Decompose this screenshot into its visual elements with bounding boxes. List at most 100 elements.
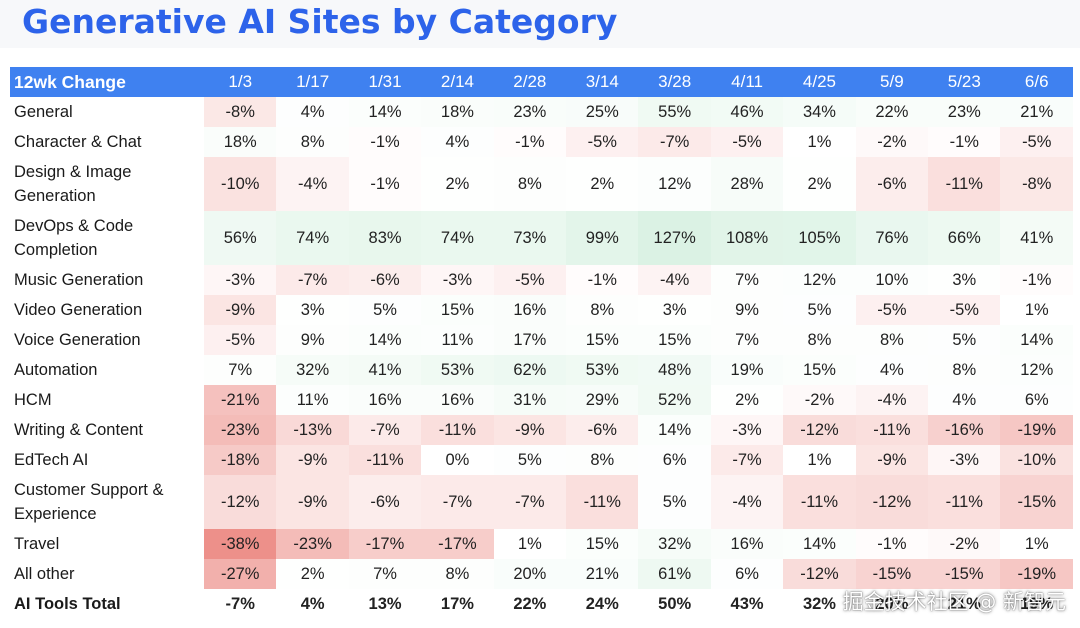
heatmap-cell: -1% bbox=[587, 270, 617, 289]
heatmap-cell: -15% bbox=[928, 559, 1001, 589]
heatmap-row: HCM -21% 11% 16% 16% 31% 29% 52% 2% -2% -4% 4% 6% bbox=[10, 385, 1073, 415]
heatmap-cell: 19% bbox=[1000, 589, 1073, 619]
heatmap-cell: -5% bbox=[204, 325, 277, 355]
heatmap-row: Video Generation -9% 3% 5% 15% 16% 8% 3% 9% 5% -5%… bbox=[10, 295, 1073, 325]
heatmap-cell: 11% bbox=[296, 390, 329, 409]
heatmap-cell: 127% bbox=[638, 211, 711, 265]
heatmap-cell: -3% bbox=[421, 265, 494, 295]
heatmap-cell: -1% bbox=[370, 132, 400, 151]
heatmap-cell: -7% bbox=[638, 127, 711, 157]
row-label: EdTech AI bbox=[14, 451, 89, 469]
heatmap-row: Voice Generation -5% 9% 14% 11% 17% 15% 15% 7% 8%… bbox=[10, 325, 1073, 355]
heatmap-cell: 23% bbox=[928, 97, 1000, 127]
heatmap-cell: 3% bbox=[662, 300, 687, 319]
heatmap-cell: 62% bbox=[493, 355, 567, 385]
heatmap-body: General -8% 4% 14% 18% 23% 25% 55% 46% 34% 22% 23% 2… bbox=[10, 97, 1073, 619]
heatmap-cell: 2% bbox=[300, 564, 325, 583]
heatmap-cell: -4% bbox=[638, 265, 711, 295]
heatmap-cell: -27% bbox=[204, 559, 277, 589]
heatmap-cell: 4% bbox=[300, 102, 325, 121]
heatmap-cell: -9% bbox=[493, 415, 567, 445]
heatmap-cell: 74% bbox=[421, 211, 494, 265]
heatmap-row: DevOps & Code Completion 56% 74% 83% 74% 73% 9… bbox=[10, 211, 1073, 265]
heatmap-cell: 83% bbox=[348, 211, 422, 265]
heatmap-cell: -1% bbox=[949, 132, 979, 151]
heatmap-cell: -38% bbox=[204, 529, 277, 559]
heatmap-cell: 23% bbox=[494, 97, 566, 127]
heatmap-cell: 41% bbox=[348, 355, 422, 385]
heatmap-cell: -13% bbox=[276, 415, 349, 445]
heatmap-cell: 4% bbox=[276, 589, 349, 619]
heatmap-cell: 29% bbox=[566, 385, 639, 415]
heatmap-cell: 53% bbox=[421, 355, 494, 385]
row-label: DevOps & Code Completion bbox=[14, 217, 134, 259]
heatmap-cell: 8% bbox=[517, 174, 542, 193]
heatmap-cell: 16% bbox=[421, 385, 493, 415]
heatmap-cell: -19% bbox=[1000, 415, 1073, 445]
heatmap-cell: -11% bbox=[783, 475, 856, 529]
heatmap-cell: 8% bbox=[590, 450, 615, 469]
heatmap-cell: 56% bbox=[204, 211, 277, 265]
heatmap-cell: -11% bbox=[348, 445, 422, 475]
heatmap-cell: -5% bbox=[493, 265, 567, 295]
heatmap-cell: -9% bbox=[276, 445, 349, 475]
heatmap-cell: 8% bbox=[590, 300, 615, 319]
heatmap-cell: -17% bbox=[348, 529, 422, 559]
heatmap-cell: 1% bbox=[1024, 300, 1049, 319]
heatmap-cell: 5% bbox=[517, 450, 542, 469]
heatmap-cell: 6% bbox=[735, 564, 759, 583]
heatmap-cell: -19% bbox=[1000, 559, 1073, 589]
heatmap-cell: -1% bbox=[877, 534, 907, 553]
heatmap-row: EdTech AI -18% -9% -11% 0% 5% 8% 6% -7% 1% -9% -3% -… bbox=[10, 445, 1073, 475]
heatmap-cell: 43% bbox=[710, 589, 784, 619]
row-label: Video Generation bbox=[14, 301, 143, 319]
heatmap-cell: 8% bbox=[952, 360, 977, 379]
title-band bbox=[0, 0, 1080, 48]
column-header: 3/28 bbox=[638, 67, 711, 97]
heatmap-cell: 34% bbox=[783, 97, 856, 127]
heatmap-cell: 17% bbox=[421, 589, 494, 619]
heatmap-cell: 2% bbox=[445, 174, 470, 193]
row-label: Voice Generation bbox=[14, 331, 141, 349]
heatmap-cell: 7% bbox=[735, 330, 759, 349]
heatmap-cell: 15% bbox=[440, 300, 474, 319]
heatmap-cell: 21% bbox=[1000, 97, 1073, 127]
heatmap-cell: 76% bbox=[855, 211, 929, 265]
heatmap-cell: -11% bbox=[566, 475, 639, 529]
column-header: 1/31 bbox=[348, 67, 422, 97]
heatmap-row: AI Tools Total -7% 4% 13% 17% 22% 24% 50% 43% 32%… bbox=[10, 589, 1073, 619]
heatmap-cell: -12% bbox=[783, 559, 856, 589]
heatmap-cell: -7% bbox=[493, 475, 567, 529]
heatmap-cell: -4% bbox=[276, 157, 349, 211]
heatmap-row: Customer Support & Experience -12% -9% -6% -… bbox=[10, 475, 1073, 529]
header-row: 12wk Change 1/3 1/17 1/31 2/14 2/28 3/14 3/28 4… bbox=[10, 67, 1073, 97]
heatmap-cell: -3% bbox=[928, 445, 1001, 475]
row-label: HCM bbox=[14, 391, 52, 409]
heatmap-row: All other -27% 2% 7% 8% 20% 21% 61% 6% -12% -15% -1… bbox=[10, 559, 1073, 589]
heatmap-cell: 13% bbox=[348, 589, 422, 619]
heatmap-cell: 66% bbox=[928, 211, 1001, 265]
row-label: Writing & Content bbox=[14, 421, 144, 439]
heatmap-cell: -23% bbox=[276, 529, 349, 559]
heatmap-cell: 74% bbox=[276, 211, 349, 265]
heatmap-cell: 31% bbox=[493, 385, 567, 415]
column-header: 1/17 bbox=[276, 67, 349, 97]
heatmap-cell: -5% bbox=[710, 127, 784, 157]
heatmap-cell: -16% bbox=[928, 415, 1001, 445]
column-header: 6/6 bbox=[1000, 67, 1073, 97]
heatmap-cell: -2% bbox=[928, 529, 1000, 559]
heatmap-cell: 15% bbox=[585, 534, 619, 553]
heatmap-cell: -4% bbox=[710, 475, 784, 529]
row-label: General bbox=[14, 103, 73, 121]
heatmap-cell: 2% bbox=[590, 174, 615, 193]
heatmap-cell: 8% bbox=[807, 330, 832, 349]
heatmap-cell: 22% bbox=[856, 97, 928, 127]
heatmap-cell: 5% bbox=[952, 330, 977, 349]
heatmap-cell: 15% bbox=[802, 360, 836, 379]
heatmap-row: Music Generation -3% -7% -6% -3% -5% -1% -4% 7% 1… bbox=[10, 265, 1073, 295]
heatmap-cell: 14% bbox=[658, 420, 692, 439]
heatmap-cell: 61% bbox=[638, 559, 711, 589]
heatmap-cell: 5% bbox=[807, 300, 832, 319]
row-label: Design & Image Generation bbox=[14, 163, 132, 205]
heatmap-cell: -2% bbox=[856, 127, 928, 157]
